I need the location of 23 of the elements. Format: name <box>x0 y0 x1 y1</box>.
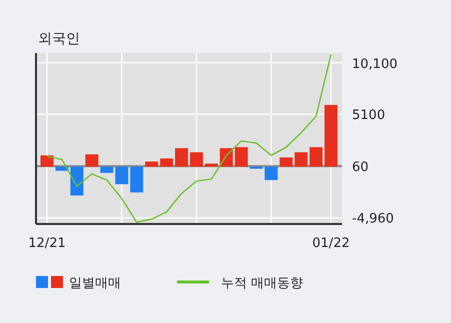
bar <box>190 152 203 167</box>
bar <box>160 158 174 167</box>
bar <box>234 147 248 167</box>
bar <box>85 154 98 167</box>
bar <box>175 148 188 167</box>
y-tick-label: 60 <box>352 160 369 176</box>
bar <box>145 162 158 167</box>
y-tick-label: 5100 <box>352 108 386 124</box>
legend-label: 일별매매 <box>69 276 121 291</box>
bar <box>204 164 218 167</box>
bar <box>130 166 144 192</box>
legend-label: 누적 매매동향 <box>221 276 304 291</box>
bar <box>294 152 308 167</box>
bar <box>280 157 293 167</box>
bar <box>40 155 54 167</box>
x-tick-label: 01/22 <box>312 236 350 251</box>
bar <box>310 147 323 167</box>
chart-title: 외국인 <box>38 31 80 47</box>
y-tick-label: 10,100 <box>352 56 398 72</box>
x-tick-label: 12/21 <box>28 236 66 251</box>
bar <box>70 166 84 196</box>
bar <box>324 104 338 167</box>
y-tick-label: -4,960 <box>352 212 394 227</box>
